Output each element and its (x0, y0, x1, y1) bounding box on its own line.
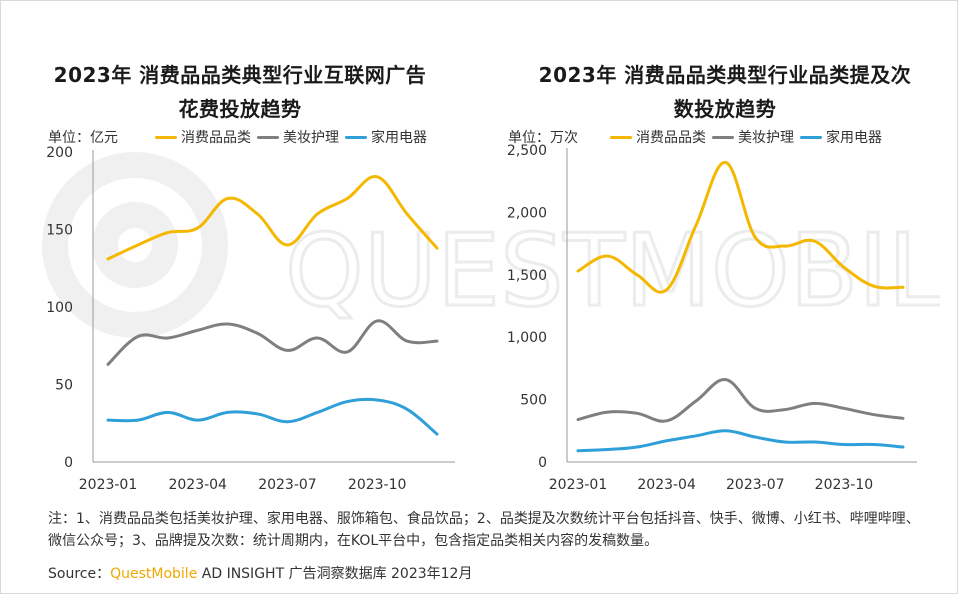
y-tick-label: 100 (46, 300, 73, 316)
chart-2-legend: 消费品品类 美妆护理 家用电器 (610, 127, 882, 147)
chart-2-title: 2023年 消费品品类典型行业品类提及次 数投放趋势 (505, 58, 945, 126)
legend-label-beauty: 美妆护理 (283, 130, 339, 146)
legend-swatch-consumer (610, 135, 632, 139)
x-tick-label: 2023-07 (258, 477, 317, 493)
y-tick-label: 1,500 (507, 268, 547, 284)
series-line-consumer (576, 160, 905, 294)
x-tick-label: 2023-07 (726, 477, 785, 493)
legend-label-consumer: 消费品品类 (181, 130, 251, 146)
legend-label-appliance: 家用电器 (371, 130, 427, 146)
legend-item-appliance: 家用电器 (800, 127, 882, 147)
legend-item-consumer: 消费品品类 (155, 127, 251, 147)
source-line: Source：QuestMobile AD INSIGHT 广告洞察数据库 20… (48, 563, 472, 583)
series-line-appliance (106, 397, 439, 436)
y-tick-label: 2,500 (507, 143, 547, 159)
series-line-appliance (576, 429, 905, 453)
legend-item-beauty: 美妆护理 (712, 127, 794, 147)
legend-item-consumer: 消费品品类 (610, 127, 706, 147)
y-tick-label: 500 (520, 393, 547, 409)
x-tick-label: 2023-10 (815, 477, 874, 493)
legend-label-beauty: 美妆护理 (738, 130, 794, 146)
series-line-consumer (106, 175, 439, 261)
series-line-beauty (106, 319, 439, 366)
legend-swatch-beauty (712, 135, 734, 139)
legend-item-beauty: 美妆护理 (257, 127, 339, 147)
chart-1-title-line1: 2023年 消费品品类典型行业互联网广告 (53, 63, 427, 87)
chart-1-title-line2: 花费投放趋势 (178, 97, 302, 121)
legend-swatch-beauty (257, 135, 279, 139)
x-tick-label: 2023-01 (79, 477, 138, 493)
series-line-beauty (576, 378, 905, 423)
y-tick-label: 0 (538, 455, 547, 471)
legend-swatch-consumer (155, 135, 177, 139)
chart-2-title-line2: 数投放趋势 (673, 97, 777, 121)
y-tick-label: 1,000 (507, 330, 547, 346)
footnote: 注：1、消费品品类包括美妆护理、家用电器、服饰箱包、食品饮品；2、品类提及次数统… (48, 511, 920, 549)
chart-1-unit: 单位：亿元 (48, 130, 118, 146)
chart-1-legend: 消费品品类 美妆护理 家用电器 (155, 127, 427, 147)
y-tick-label: 2,000 (507, 205, 547, 221)
legend-label-consumer: 消费品品类 (636, 130, 706, 146)
chart-2-unit: 单位：万次 (508, 130, 578, 146)
x-tick-label: 2023-04 (637, 477, 696, 493)
x-tick-label: 2023-10 (348, 477, 407, 493)
legend-swatch-appliance (800, 135, 822, 139)
x-tick-label: 2023-04 (168, 477, 227, 493)
y-tick-label: 50 (55, 378, 73, 394)
x-tick-label: 2023-01 (549, 477, 608, 493)
chart-1-title: 2023年 消费品品类典型行业互联网广告 花费投放趋势 (20, 58, 460, 126)
y-tick-label: 150 (46, 223, 73, 239)
legend-item-appliance: 家用电器 (345, 127, 427, 147)
legend-label-appliance: 家用电器 (826, 130, 882, 146)
chart-2-title-line1: 2023年 消费品品类典型行业品类提及次 (538, 63, 912, 87)
legend-swatch-appliance (345, 135, 367, 139)
source-brand: QuestMobile (110, 566, 198, 582)
source-suffix: AD INSIGHT 广告洞察数据库 2023年12月 (197, 566, 473, 582)
source-prefix: Source： (48, 566, 111, 582)
y-tick-label: 200 (46, 145, 73, 161)
y-tick-label: 0 (64, 455, 73, 471)
